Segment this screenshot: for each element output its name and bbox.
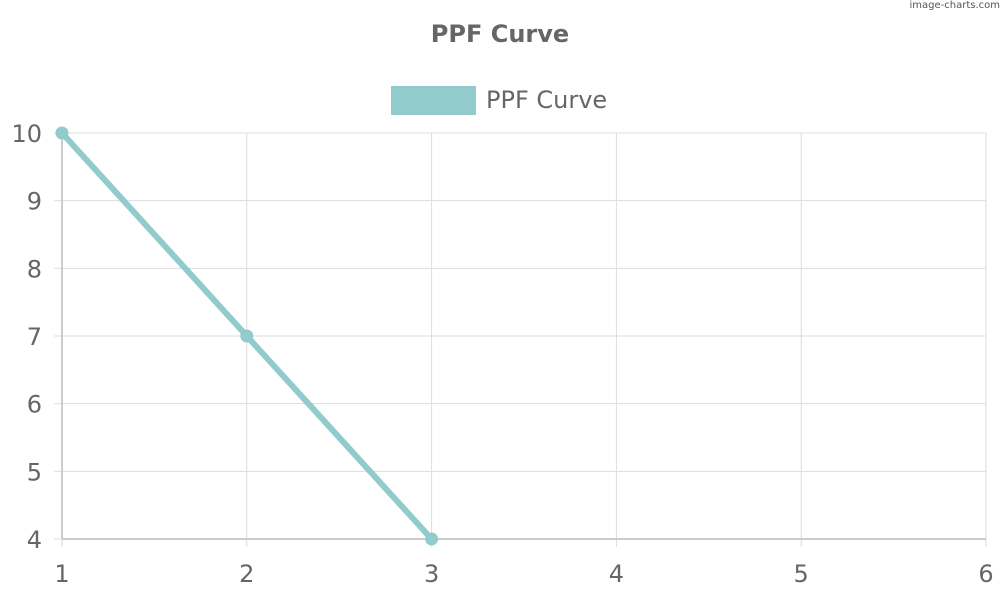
x-tick-label: 2 bbox=[239, 560, 254, 588]
y-tick-label: 8 bbox=[27, 255, 42, 283]
legend-swatch bbox=[391, 86, 476, 115]
data-point bbox=[425, 532, 439, 546]
x-tick-label: 3 bbox=[424, 560, 439, 588]
series bbox=[55, 126, 439, 546]
axes bbox=[61, 133, 986, 540]
tick-labels: 1 2 3 4 5 6 4 5 6 7 8 9 10 bbox=[11, 120, 993, 588]
y-tick-label: 6 bbox=[27, 391, 42, 419]
x-tick-label: 5 bbox=[794, 560, 809, 588]
y-tick-label: 7 bbox=[27, 323, 42, 351]
watermark: image-charts.com bbox=[909, 0, 1000, 11]
x-tick-label: 1 bbox=[54, 560, 69, 588]
y-tick-label: 9 bbox=[27, 188, 42, 216]
data-point bbox=[240, 329, 254, 343]
chart-title: PPF Curve bbox=[431, 20, 569, 48]
y-tick-label: 5 bbox=[27, 458, 42, 486]
grid bbox=[54, 132, 987, 547]
y-tick-label: 10 bbox=[11, 120, 42, 148]
x-tick-label: 6 bbox=[978, 560, 993, 588]
x-tick-label: 4 bbox=[609, 560, 624, 588]
data-point bbox=[55, 126, 69, 140]
legend-label: PPF Curve bbox=[486, 86, 607, 114]
legend: PPF Curve bbox=[391, 86, 607, 115]
y-tick-label: 4 bbox=[27, 526, 42, 554]
